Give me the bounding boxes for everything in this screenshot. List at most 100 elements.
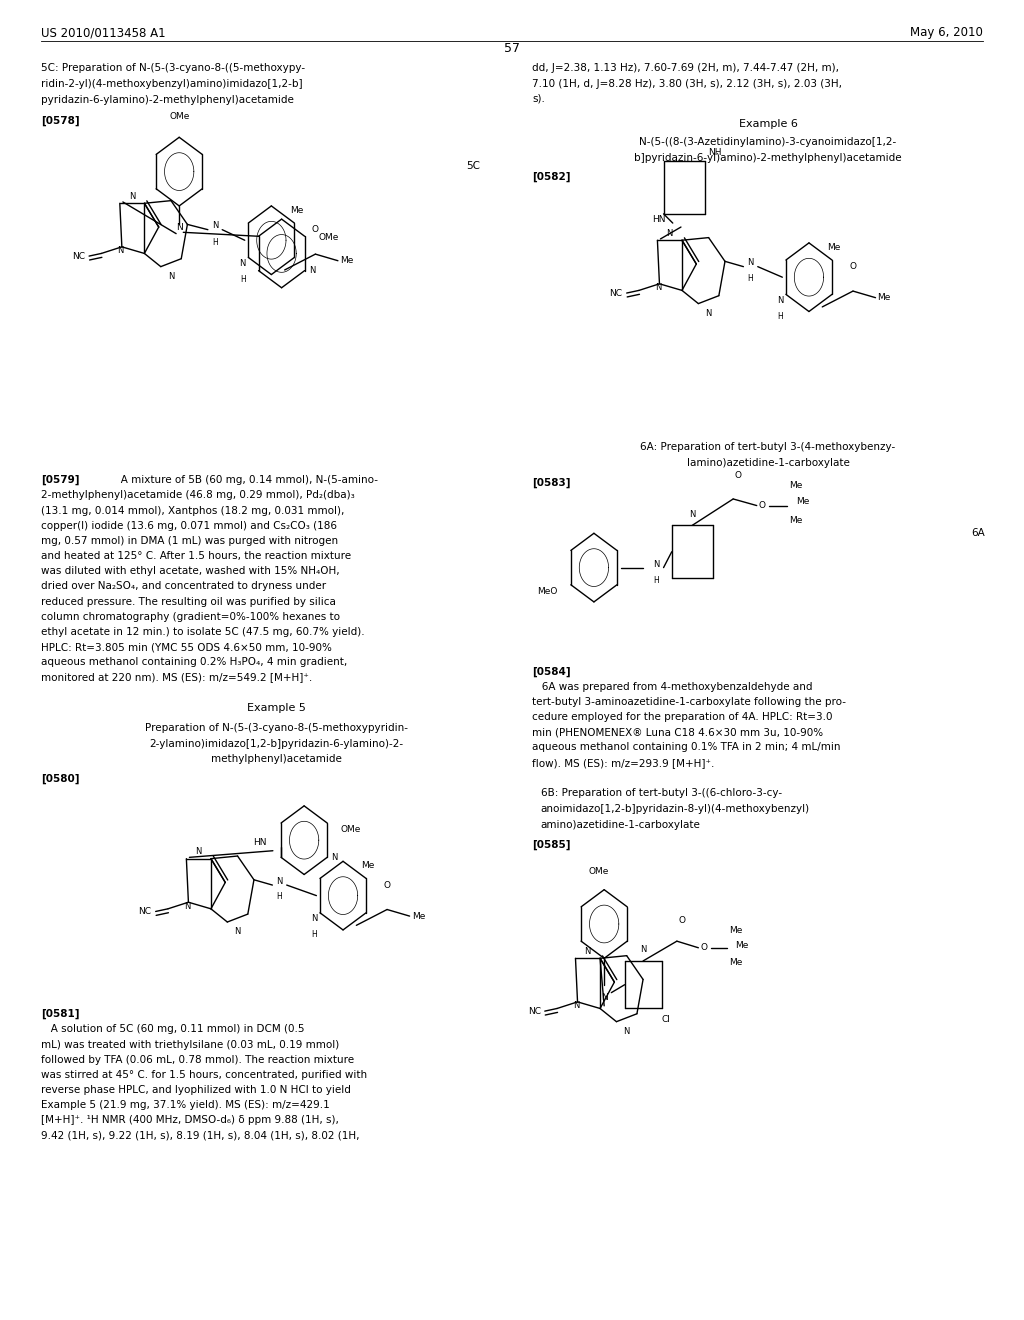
Text: followed by TFA (0.06 mL, 0.78 mmol). The reaction mixture: followed by TFA (0.06 mL, 0.78 mmol). Th…: [41, 1055, 354, 1065]
Text: Me: Me: [790, 482, 803, 490]
Text: N: N: [118, 247, 124, 255]
Text: N: N: [168, 272, 174, 281]
Text: Preparation of N-(5-(3-cyano-8-(5-methoxypyridin-: Preparation of N-(5-(3-cyano-8-(5-methox…: [145, 722, 408, 733]
Text: O: O: [759, 502, 766, 510]
Text: 5C: Preparation of N-(5-(3-cyano-8-((5-methoxypy-: 5C: Preparation of N-(5-(3-cyano-8-((5-m…: [41, 63, 305, 74]
Text: H: H: [276, 892, 283, 902]
Text: Me: Me: [412, 912, 425, 920]
Text: N: N: [311, 915, 317, 923]
Text: N: N: [240, 259, 246, 268]
Text: dd, J=2.38, 1.13 Hz), 7.60-7.69 (2H, m), 7.44-7.47 (2H, m),: dd, J=2.38, 1.13 Hz), 7.60-7.69 (2H, m),…: [532, 63, 840, 74]
Text: US 2010/0113458 A1: US 2010/0113458 A1: [41, 26, 166, 40]
Text: H: H: [653, 577, 659, 585]
Text: ridin-2-yl)(4-methoxybenzyl)amino)imidazo[1,2-b]: ridin-2-yl)(4-methoxybenzyl)amino)imidaz…: [41, 79, 302, 90]
Text: N: N: [176, 223, 182, 231]
Text: Me: Me: [827, 243, 841, 252]
Text: O: O: [312, 226, 318, 235]
Text: dried over Na₂SO₄, and concentrated to dryness under: dried over Na₂SO₄, and concentrated to d…: [41, 581, 326, 591]
Text: N: N: [655, 284, 662, 292]
Text: OMe: OMe: [589, 867, 609, 876]
Text: OMe: OMe: [341, 825, 361, 834]
Text: [0581]: [0581]: [41, 1008, 80, 1019]
Text: N: N: [777, 296, 783, 305]
Text: mL) was treated with triethylsilane (0.03 mL, 0.19 mmol): mL) was treated with triethylsilane (0.0…: [41, 1040, 339, 1049]
Text: Example 6: Example 6: [738, 119, 798, 129]
Text: (13.1 mg, 0.014 mmol), Xantphos (18.2 mg, 0.031 mmol),: (13.1 mg, 0.014 mmol), Xantphos (18.2 mg…: [41, 506, 344, 516]
Text: N: N: [332, 853, 338, 862]
Text: 6B: Preparation of tert-butyl 3-((6-chloro-3-cy-: 6B: Preparation of tert-butyl 3-((6-chlo…: [541, 788, 781, 799]
Text: [0583]: [0583]: [532, 478, 571, 488]
Text: [0585]: [0585]: [532, 840, 571, 850]
Text: tert-butyl 3-aminoazetidine-1-carboxylate following the pro-: tert-butyl 3-aminoazetidine-1-carboxylat…: [532, 697, 847, 708]
Text: flow). MS (ES): m/z=293.9 [M+H]⁺.: flow). MS (ES): m/z=293.9 [M+H]⁺.: [532, 758, 715, 768]
Text: H: H: [777, 312, 783, 321]
Text: Example 5: Example 5: [247, 702, 306, 713]
Text: N: N: [212, 222, 218, 230]
Text: b]pyridazin-6-yl)amino)-2-methylphenyl)acetamide: b]pyridazin-6-yl)amino)-2-methylphenyl)a…: [634, 153, 902, 164]
Text: N: N: [573, 1002, 580, 1010]
Text: NC: NC: [72, 252, 85, 260]
Text: reduced pressure. The resulting oil was purified by silica: reduced pressure. The resulting oil was …: [41, 597, 336, 607]
Text: was stirred at 45° C. for 1.5 hours, concentrated, purified with: was stirred at 45° C. for 1.5 hours, con…: [41, 1069, 367, 1080]
Text: MeO: MeO: [537, 587, 557, 595]
Text: mg, 0.57 mmol) in DMA (1 mL) was purged with nitrogen: mg, 0.57 mmol) in DMA (1 mL) was purged …: [41, 536, 338, 546]
Text: [0580]: [0580]: [41, 774, 80, 784]
Text: OMe: OMe: [318, 234, 339, 242]
Text: Cl: Cl: [662, 1015, 671, 1023]
Text: Me: Me: [735, 941, 749, 949]
Text: N: N: [309, 267, 315, 275]
Text: 9.42 (1H, s), 9.22 (1H, s), 8.19 (1H, s), 8.04 (1H, s), 8.02 (1H,: 9.42 (1H, s), 9.22 (1H, s), 8.19 (1H, s)…: [41, 1130, 359, 1140]
Text: column chromatography (gradient=0%-100% hexanes to: column chromatography (gradient=0%-100% …: [41, 612, 340, 622]
Text: N: N: [640, 945, 646, 954]
Text: Me: Me: [790, 516, 803, 524]
Text: N: N: [624, 1027, 630, 1036]
Text: methylphenyl)acetamide: methylphenyl)acetamide: [211, 754, 342, 764]
Text: anoimidazo[1,2-b]pyridazin-8-yl)(4-methoxybenzyl): anoimidazo[1,2-b]pyridazin-8-yl)(4-metho…: [541, 804, 810, 814]
Text: HPLC: Rt=3.805 min (YMC 55 ODS 4.6×50 mm, 10-90%: HPLC: Rt=3.805 min (YMC 55 ODS 4.6×50 mm…: [41, 642, 332, 652]
Text: NC: NC: [527, 1007, 541, 1015]
Text: N: N: [196, 847, 202, 855]
Text: Me: Me: [290, 206, 303, 215]
Text: HN: HN: [253, 838, 266, 847]
Text: HN: HN: [652, 215, 666, 223]
Text: H: H: [311, 931, 317, 939]
Text: N: N: [585, 946, 591, 956]
Text: NC: NC: [138, 907, 152, 916]
Text: Me: Me: [729, 958, 742, 966]
Text: Me: Me: [361, 862, 375, 870]
Text: [0579]: [0579]: [41, 475, 80, 486]
Text: H: H: [240, 275, 246, 284]
Text: N: N: [748, 259, 754, 267]
Text: N: N: [601, 994, 607, 1002]
Text: aqueous methanol containing 0.2% H₃PO₄, 4 min gradient,: aqueous methanol containing 0.2% H₃PO₄, …: [41, 657, 347, 668]
Text: A solution of 5C (60 mg, 0.11 mmol) in DCM (0.5: A solution of 5C (60 mg, 0.11 mmol) in D…: [41, 1024, 304, 1035]
Text: [M+H]⁺. ¹H NMR (400 MHz, DMSO-d₆) δ ppm 9.88 (1H, s),: [M+H]⁺. ¹H NMR (400 MHz, DMSO-d₆) δ ppm …: [41, 1115, 339, 1126]
Text: N: N: [234, 927, 241, 936]
Text: [0584]: [0584]: [532, 667, 571, 677]
Text: s).: s).: [532, 94, 546, 104]
Text: aqueous methanol containing 0.1% TFA in 2 min; 4 mL/min: aqueous methanol containing 0.1% TFA in …: [532, 742, 841, 752]
Text: 6A: Preparation of tert-butyl 3-(4-methoxybenzy-: 6A: Preparation of tert-butyl 3-(4-metho…: [640, 442, 896, 453]
Text: Me: Me: [729, 927, 742, 935]
Text: N-(5-((8-(3-Azetidinylamino)-3-cyanoimidazo[1,2-: N-(5-((8-(3-Azetidinylamino)-3-cyanoimid…: [639, 137, 897, 148]
Text: 6A: 6A: [971, 528, 984, 539]
Text: 5C: 5C: [466, 161, 480, 172]
Text: lamino)azetidine-1-carboxylate: lamino)azetidine-1-carboxylate: [686, 458, 850, 469]
Text: NH: NH: [709, 148, 722, 157]
Text: cedure employed for the preparation of 4A. HPLC: Rt=3.0: cedure employed for the preparation of 4…: [532, 713, 833, 722]
Text: Me: Me: [878, 293, 891, 302]
Text: monitored at 220 nm). MS (ES): m/z=549.2 [M+H]⁺.: monitored at 220 nm). MS (ES): m/z=549.2…: [41, 672, 312, 682]
Text: N: N: [129, 191, 135, 201]
Text: O: O: [850, 263, 856, 272]
Text: O: O: [679, 916, 685, 925]
Text: copper(I) iodide (13.6 mg, 0.071 mmol) and Cs₂CO₃ (186: copper(I) iodide (13.6 mg, 0.071 mmol) a…: [41, 520, 337, 531]
Text: [0578]: [0578]: [41, 116, 80, 127]
Text: N: N: [667, 228, 673, 238]
Text: amino)azetidine-1-carboxylate: amino)azetidine-1-carboxylate: [541, 820, 700, 830]
Text: Example 5 (21.9 mg, 37.1% yield). MS (ES): m/z=429.1: Example 5 (21.9 mg, 37.1% yield). MS (ES…: [41, 1100, 330, 1110]
Text: NC: NC: [609, 289, 623, 297]
Text: N: N: [689, 510, 695, 519]
Text: OMe: OMe: [169, 112, 189, 121]
Text: H: H: [212, 239, 218, 247]
Text: O: O: [384, 880, 390, 890]
